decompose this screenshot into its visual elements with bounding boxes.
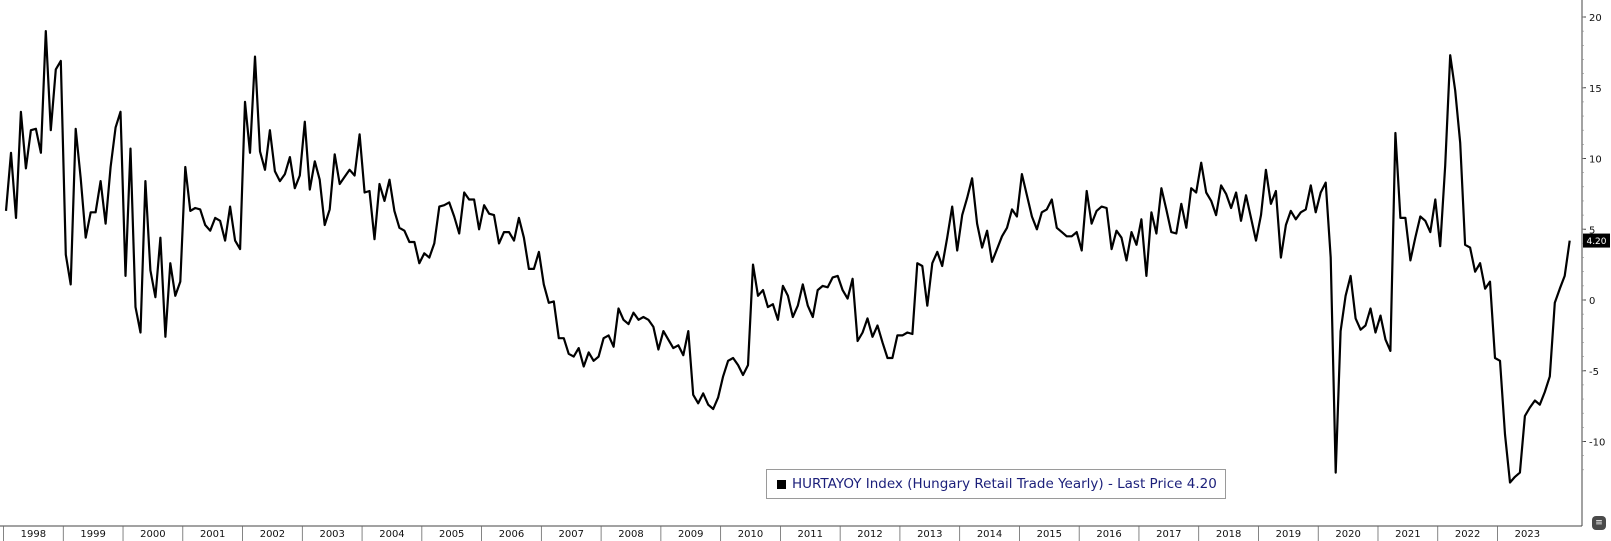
legend: HURTAYOY Index (Hungary Retail Trade Yea… (766, 469, 1226, 499)
x-tick-label: 2016 (1096, 529, 1121, 540)
chart-menu-icon[interactable]: ≡ (1592, 516, 1606, 530)
x-tick-label: 2007 (559, 529, 584, 540)
y-tick-label: 0 (1589, 296, 1595, 307)
y-tick-label: -10 (1589, 438, 1605, 449)
x-tick-label: 2011 (798, 529, 823, 540)
x-tick-label: 2003 (319, 529, 344, 540)
y-tick-label: 20 (1589, 13, 1602, 24)
last-price-tag-label: 4.20 (1586, 237, 1606, 247)
x-tick-label: 2014 (977, 529, 1002, 540)
x-tick-label: 2004 (379, 529, 404, 540)
x-tick-label: 2015 (1037, 529, 1062, 540)
x-tick-label: 1998 (21, 529, 46, 540)
series-line (4, 30, 1571, 484)
x-tick-label: 2017 (1156, 529, 1181, 540)
x-tick-label: 2020 (1335, 529, 1360, 540)
x-tick-label: 2022 (1455, 529, 1480, 540)
y-tick-label: 10 (1589, 155, 1602, 166)
y-tick-label: 15 (1589, 84, 1602, 95)
x-tick-label: 2009 (678, 529, 703, 540)
x-tick-label: 2010 (738, 529, 763, 540)
x-tick-label: 2023 (1515, 529, 1540, 540)
x-tick-label: 2018 (1216, 529, 1241, 540)
series-group (4, 30, 1571, 484)
last-price-tag-group: 4.20 (1583, 233, 1610, 248)
x-tick-label: 2002 (260, 529, 285, 540)
legend-swatch-icon (777, 479, 786, 489)
x-tick-label: 2005 (439, 529, 464, 540)
legend-label: HURTAYOY Index (Hungary Retail Trade Yea… (792, 476, 1217, 492)
last-price-tag (1583, 233, 1610, 248)
x-tick-label: 2006 (499, 529, 524, 540)
x-tick-label: 1999 (80, 529, 105, 540)
x-tick-label: 2001 (200, 529, 225, 540)
y-tick-label: -5 (1589, 367, 1599, 378)
x-tick-label: 2019 (1276, 529, 1301, 540)
y-tick-label: 5 (1589, 225, 1595, 236)
x-tick-label: 2013 (917, 529, 942, 540)
x-tick-label: 2008 (618, 529, 643, 540)
x-tick-label: 2021 (1395, 529, 1420, 540)
x-tick-label: 2012 (857, 529, 882, 540)
x-tick-label: 2000 (140, 529, 165, 540)
